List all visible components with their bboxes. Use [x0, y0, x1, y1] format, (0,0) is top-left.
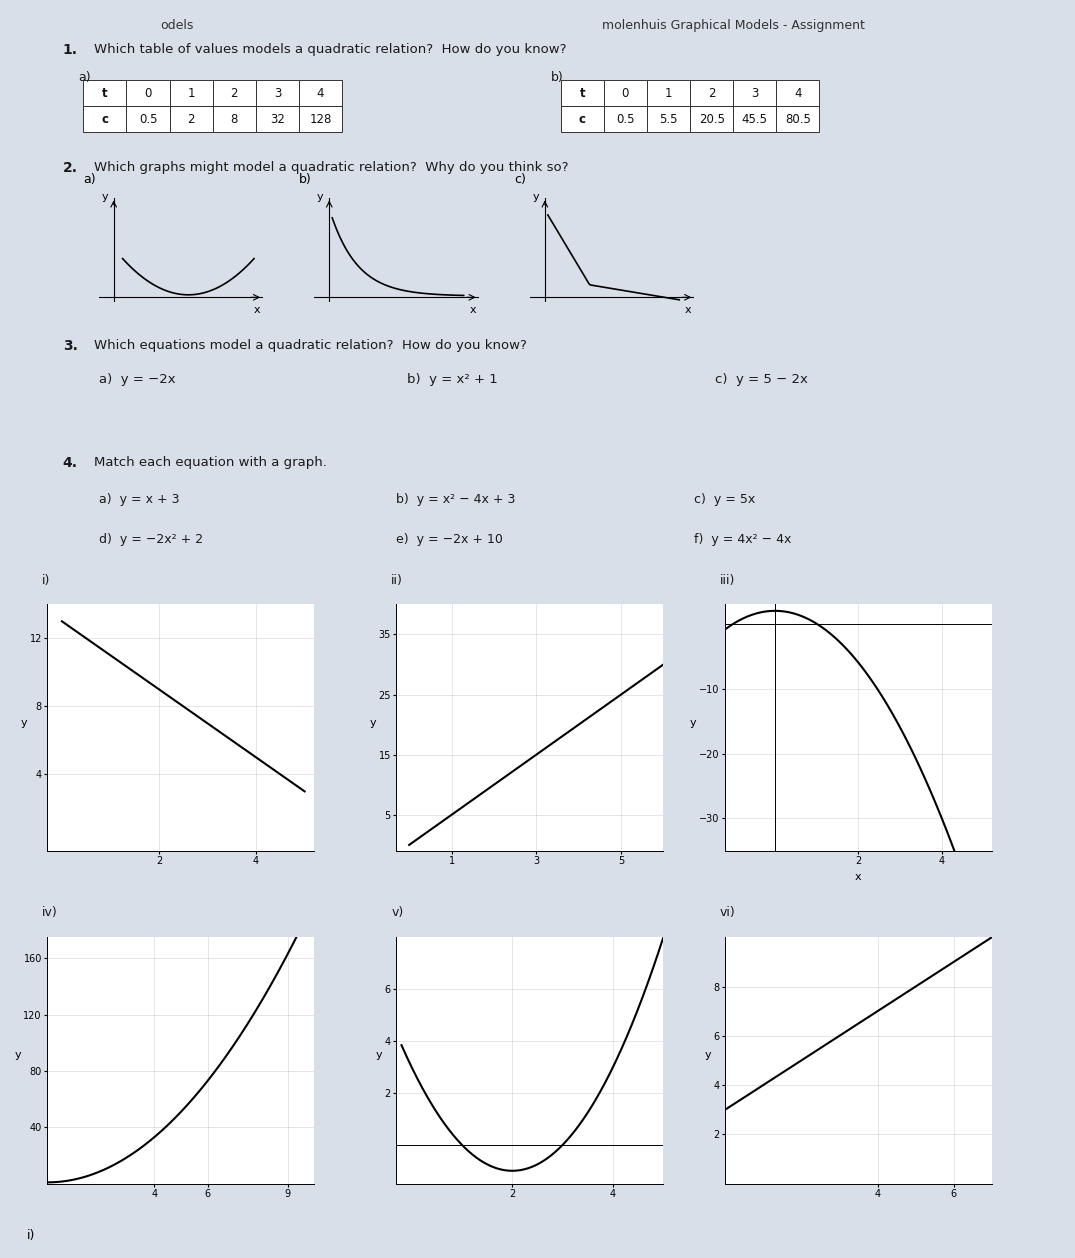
Text: c): c) [515, 172, 527, 186]
Bar [604, 81, 647, 106]
Text: t: t [579, 87, 585, 99]
Text: x: x [254, 304, 260, 314]
Bar [127, 106, 170, 132]
Bar [561, 106, 604, 132]
Text: b): b) [299, 172, 312, 186]
Bar [690, 81, 733, 106]
Text: x: x [685, 304, 691, 314]
Bar [776, 81, 819, 106]
Text: i): i) [42, 574, 51, 586]
Text: c: c [101, 113, 109, 126]
Text: a): a) [78, 70, 90, 83]
Y-axis label: y: y [690, 717, 697, 727]
Text: ii): ii) [391, 574, 403, 586]
Text: c: c [578, 113, 586, 126]
Text: 4: 4 [794, 87, 802, 99]
Y-axis label: y: y [704, 1050, 711, 1060]
Text: 32: 32 [270, 113, 285, 126]
Text: v): v) [391, 906, 403, 920]
Bar [647, 81, 690, 106]
Bar [127, 81, 170, 106]
Text: 3: 3 [751, 87, 759, 99]
Text: x: x [470, 304, 476, 314]
Bar [733, 106, 776, 132]
Text: b): b) [550, 70, 563, 83]
Bar [170, 81, 213, 106]
Y-axis label: y: y [370, 717, 376, 727]
Text: 20.5: 20.5 [699, 113, 725, 126]
Text: t: t [102, 87, 108, 99]
Text: y: y [317, 192, 324, 203]
Text: 0.5: 0.5 [139, 113, 157, 126]
Text: 128: 128 [310, 113, 332, 126]
Text: vi): vi) [720, 906, 735, 920]
Text: f)  y = 4x² − 4x: f) y = 4x² − 4x [694, 533, 791, 546]
Bar [256, 81, 299, 106]
Bar [776, 106, 819, 132]
Text: iii): iii) [720, 574, 735, 586]
Bar [299, 106, 342, 132]
Text: 2.: 2. [62, 161, 77, 175]
Bar [690, 106, 733, 132]
Text: 0: 0 [621, 87, 629, 99]
Text: 5.5: 5.5 [659, 113, 677, 126]
Text: 0: 0 [144, 87, 152, 99]
Y-axis label: y: y [376, 1050, 383, 1060]
Text: i): i) [27, 1229, 35, 1242]
Text: Match each equation with a graph.: Match each equation with a graph. [94, 457, 327, 469]
Text: c)  y = 5x: c) y = 5x [694, 493, 756, 507]
Text: Which table of values models a quadratic relation?  How do you know?: Which table of values models a quadratic… [94, 43, 567, 57]
Text: iv): iv) [42, 906, 58, 920]
Text: 2: 2 [707, 87, 715, 99]
Text: odels: odels [160, 19, 194, 31]
Bar [733, 81, 776, 106]
Bar [299, 81, 342, 106]
Text: a)  y = −2x: a) y = −2x [99, 372, 175, 385]
Text: 45.5: 45.5 [742, 113, 768, 126]
Text: 3: 3 [274, 87, 281, 99]
Text: 0.5: 0.5 [616, 113, 634, 126]
Text: 8: 8 [230, 113, 238, 126]
Text: 1.: 1. [62, 43, 77, 58]
Text: molenhuis Graphical Models - Assignment: molenhuis Graphical Models - Assignment [602, 19, 864, 31]
Bar [561, 81, 604, 106]
Text: 80.5: 80.5 [785, 113, 811, 126]
Bar [213, 81, 256, 106]
Text: 1: 1 [664, 87, 672, 99]
Text: a): a) [84, 172, 96, 186]
Text: 4: 4 [317, 87, 325, 99]
Bar [647, 106, 690, 132]
Bar [256, 106, 299, 132]
Bar [84, 106, 127, 132]
Text: a)  y = x + 3: a) y = x + 3 [99, 493, 180, 507]
Text: c)  y = 5 − 2x: c) y = 5 − 2x [715, 372, 807, 385]
Text: b)  y = x² − 4x + 3: b) y = x² − 4x + 3 [397, 493, 516, 507]
Text: 2: 2 [230, 87, 238, 99]
Text: Which graphs might model a quadratic relation?  Why do you think so?: Which graphs might model a quadratic rel… [94, 161, 568, 174]
Text: e)  y = −2x + 10: e) y = −2x + 10 [397, 533, 503, 546]
Bar [604, 106, 647, 132]
Text: Which equations model a quadratic relation?  How do you know?: Which equations model a quadratic relati… [94, 340, 527, 352]
Y-axis label: y: y [20, 717, 27, 727]
X-axis label: x: x [855, 872, 862, 882]
Bar [213, 106, 256, 132]
Text: 3.: 3. [62, 340, 77, 353]
Bar [84, 81, 127, 106]
Text: b)  y = x² + 1: b) y = x² + 1 [406, 372, 498, 385]
Y-axis label: y: y [14, 1050, 22, 1060]
Text: y: y [532, 192, 540, 203]
Text: y: y [101, 192, 108, 203]
Text: d)  y = −2x² + 2: d) y = −2x² + 2 [99, 533, 203, 546]
Text: 4.: 4. [62, 457, 77, 470]
Text: 2: 2 [187, 113, 195, 126]
Text: 1: 1 [187, 87, 195, 99]
Bar [170, 106, 213, 132]
